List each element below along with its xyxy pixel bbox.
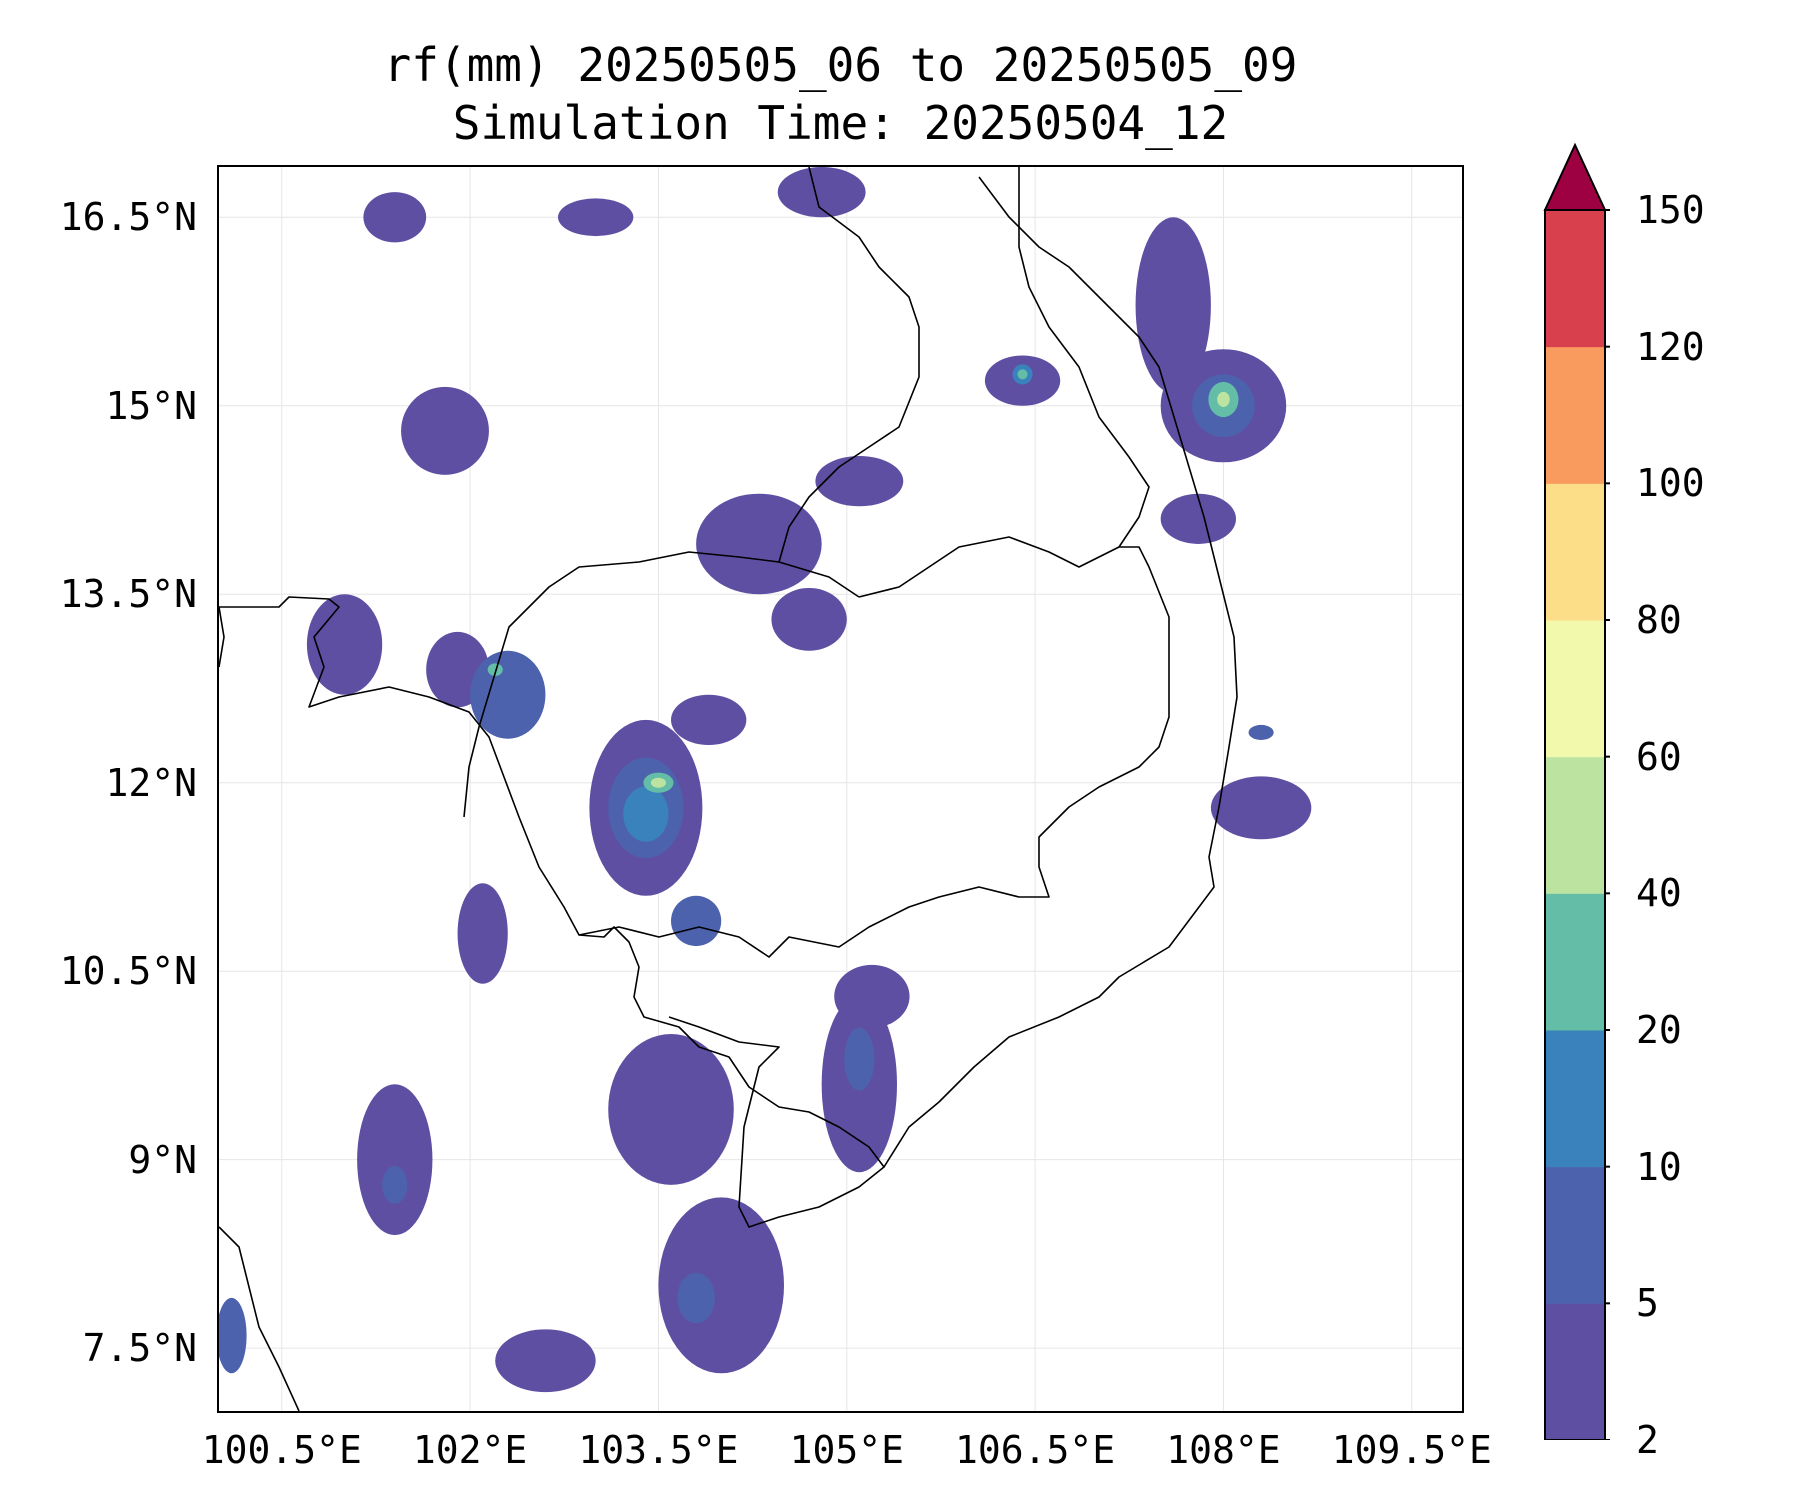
longitude-label: 108°E	[1166, 1428, 1281, 1472]
longitude-label: 103.5°E	[578, 1428, 739, 1472]
rainfall-patch	[558, 198, 634, 237]
colorbar	[1543, 142, 1610, 1440]
rainfall-patch	[815, 456, 904, 507]
colorbar-block	[1545, 620, 1605, 758]
colorbar-label: 10	[1636, 1144, 1682, 1189]
map-area	[217, 165, 1464, 1413]
colorbar-blocks	[1543, 142, 1610, 1440]
colorbar-label: 100	[1636, 461, 1705, 506]
latitude-label: 13.5°N	[59, 572, 197, 617]
colorbar-label: 2	[1636, 1418, 1659, 1462]
colorbar-block	[1545, 346, 1605, 484]
map-title-line-2: Simulation Time: 20250504_12	[452, 96, 1229, 150]
rainfall-patch	[671, 694, 747, 746]
longitude-label: 102°E	[412, 1428, 528, 1472]
rainfall-patch	[844, 1027, 875, 1091]
rainfall-patch	[1017, 369, 1028, 380]
latitude-label: 9°N	[128, 1137, 197, 1182]
latitude-label: 16.5°N	[59, 195, 197, 240]
coastlines-and-borders	[219, 167, 1238, 1411]
rainfall-patch	[470, 650, 546, 739]
colorbar-block	[1545, 483, 1605, 621]
latitude-label: 10.5°N	[59, 949, 197, 994]
longitude-label: 105°E	[789, 1428, 904, 1472]
longitude-label: 100.5°E	[201, 1428, 362, 1472]
colorbar-block	[1545, 756, 1605, 894]
rainfall-patch	[671, 895, 722, 947]
colorbar-label: 60	[1636, 734, 1682, 779]
rainfall-patch	[363, 192, 427, 243]
rainfall-patch	[650, 777, 666, 788]
longitude-label: 106.5°E	[955, 1428, 1116, 1472]
cambodia-laos-border	[858, 536, 1120, 598]
colorbar-extend-arrow	[1543, 142, 1607, 211]
colorbar-label: 5	[1636, 1281, 1659, 1326]
rainfall-patch	[834, 964, 910, 1028]
rainfall-patch	[457, 883, 508, 984]
latitude-label: 15°N	[105, 383, 197, 428]
colorbar-border	[1544, 209, 1606, 1440]
rainfall-patch	[608, 1034, 734, 1185]
colorbar-label: 20	[1636, 1008, 1682, 1052]
colorbar-block	[1545, 1303, 1605, 1440]
malay-coast	[219, 1226, 300, 1411]
laos-vietnam-border	[1018, 167, 1150, 548]
rainfall-patch	[777, 167, 866, 218]
rainfall-patch	[771, 587, 847, 651]
longitude-label: 109.5°E	[1331, 1428, 1492, 1472]
rainfall-patch	[1248, 724, 1274, 740]
thai-laos-border	[778, 167, 920, 563]
rainfall-patch	[677, 1272, 715, 1324]
gulf-coastline	[219, 596, 885, 1228]
latitude-label: 7.5°N	[82, 1326, 197, 1371]
rainfall-contours	[219, 167, 1312, 1393]
cambodia-vietnam-border	[578, 546, 1170, 958]
colorbar-label: 120	[1636, 324, 1705, 369]
colorbar-block	[1545, 1166, 1605, 1304]
rainfall-patch	[357, 1084, 433, 1236]
rainfall-patch	[1210, 776, 1312, 840]
colorbar-block	[1545, 210, 1605, 348]
colorbar-block	[1545, 893, 1605, 1031]
colorbar-label: 40	[1636, 871, 1682, 916]
rainfall-patch	[696, 493, 822, 595]
rainfall-patch	[487, 663, 503, 676]
rainfall-patch	[401, 386, 489, 475]
map-canvas	[219, 167, 1462, 1411]
rainfall-patch	[623, 786, 669, 842]
latitude-label: 12°N	[105, 760, 197, 805]
vietnam-coastline	[883, 176, 1238, 1168]
rainfall-patch	[658, 1197, 784, 1374]
map-title-line-1: rf(mm) 20250505_06 to 20250505_09	[383, 38, 1298, 92]
rainfall-patch	[382, 1165, 408, 1204]
colorbar-block	[1545, 1030, 1605, 1168]
colorbar-label: 80	[1636, 598, 1682, 642]
rainfall-patch	[1135, 217, 1211, 394]
rainfall-patch	[1160, 493, 1236, 544]
rainfall-patch	[219, 1297, 247, 1374]
thai-west-boundary	[219, 606, 225, 668]
rainfall-patch	[1217, 391, 1230, 408]
colorbar-label: 150	[1636, 188, 1705, 232]
rainfall-patch	[306, 594, 383, 695]
rainfall-patch	[495, 1329, 596, 1393]
